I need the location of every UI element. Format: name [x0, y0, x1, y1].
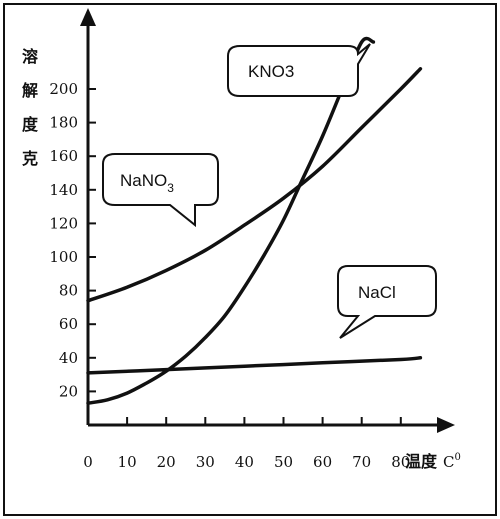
- series-line-nacl: [86, 356, 423, 375]
- x-tick-label: 0: [83, 453, 93, 471]
- callout-nano3-sub: 3: [167, 181, 174, 195]
- y-tick-label: 100: [49, 248, 78, 266]
- callout-nacl-text: NaCl: [358, 283, 396, 302]
- y-tick-label: 140: [49, 181, 78, 199]
- x-unit-sup: 0: [454, 452, 460, 463]
- callout-nano3-main: NaNO: [120, 171, 167, 190]
- x-tick-label: 80: [391, 453, 410, 471]
- callout-kno3-bubble: [227, 43, 371, 97]
- x-tick-label: 30: [196, 453, 215, 471]
- y-axis-arrow: [80, 8, 96, 26]
- y-tick-label: 60: [59, 315, 78, 333]
- chart-border: [3, 3, 497, 516]
- x-tick-label: 20: [157, 453, 176, 471]
- y-title-char: 溶: [22, 47, 38, 66]
- y-tick-label: 80: [59, 282, 78, 300]
- x-tick-label: 50: [274, 453, 293, 471]
- y-tick-label: 180: [49, 114, 78, 132]
- y-axis-title: 溶 解 度 克: [22, 47, 39, 168]
- series-curves: [86, 36, 423, 405]
- x-tick-label: 60: [313, 453, 332, 471]
- x-axis-arrow: [437, 417, 455, 433]
- y-title-char: 解: [22, 81, 38, 100]
- y-tick-label: 40: [59, 349, 78, 367]
- axis-ticks: 0 10 20 30 40 50 60 70 80 20 40 60 80 100 120 140 160 180…: [49, 80, 410, 471]
- callout-kno3-text: KNO3: [248, 62, 294, 81]
- y-title-char: 度: [22, 115, 39, 134]
- y-tick-label: 200: [49, 80, 78, 98]
- x-title-unit: C0: [443, 452, 461, 471]
- x-tick-label: 10: [118, 453, 137, 471]
- y-tick-label: 160: [49, 147, 78, 165]
- x-unit: C: [443, 453, 454, 471]
- series-line-nano3: [86, 67, 423, 303]
- callout-nano3-text: NaNO3: [120, 171, 174, 195]
- callout-nacl-bubble: [337, 265, 437, 339]
- x-title-text: 温度: [404, 452, 438, 471]
- callout-nacl: NaCl: [337, 265, 437, 339]
- series-line-kno3: [86, 36, 376, 405]
- y-title-char: 克: [22, 149, 38, 168]
- callout-nano3-bubble: [102, 153, 219, 228]
- y-tick-label: 20: [59, 382, 78, 400]
- callout-kno3: KNO3: [227, 43, 371, 97]
- callout-nano3: NaNO3: [102, 153, 219, 228]
- x-tick-label: 40: [235, 453, 254, 471]
- x-tick-label: 70: [352, 453, 371, 471]
- x-axis-title: 温度 C0: [404, 452, 461, 471]
- y-tick-label: 120: [49, 214, 78, 232]
